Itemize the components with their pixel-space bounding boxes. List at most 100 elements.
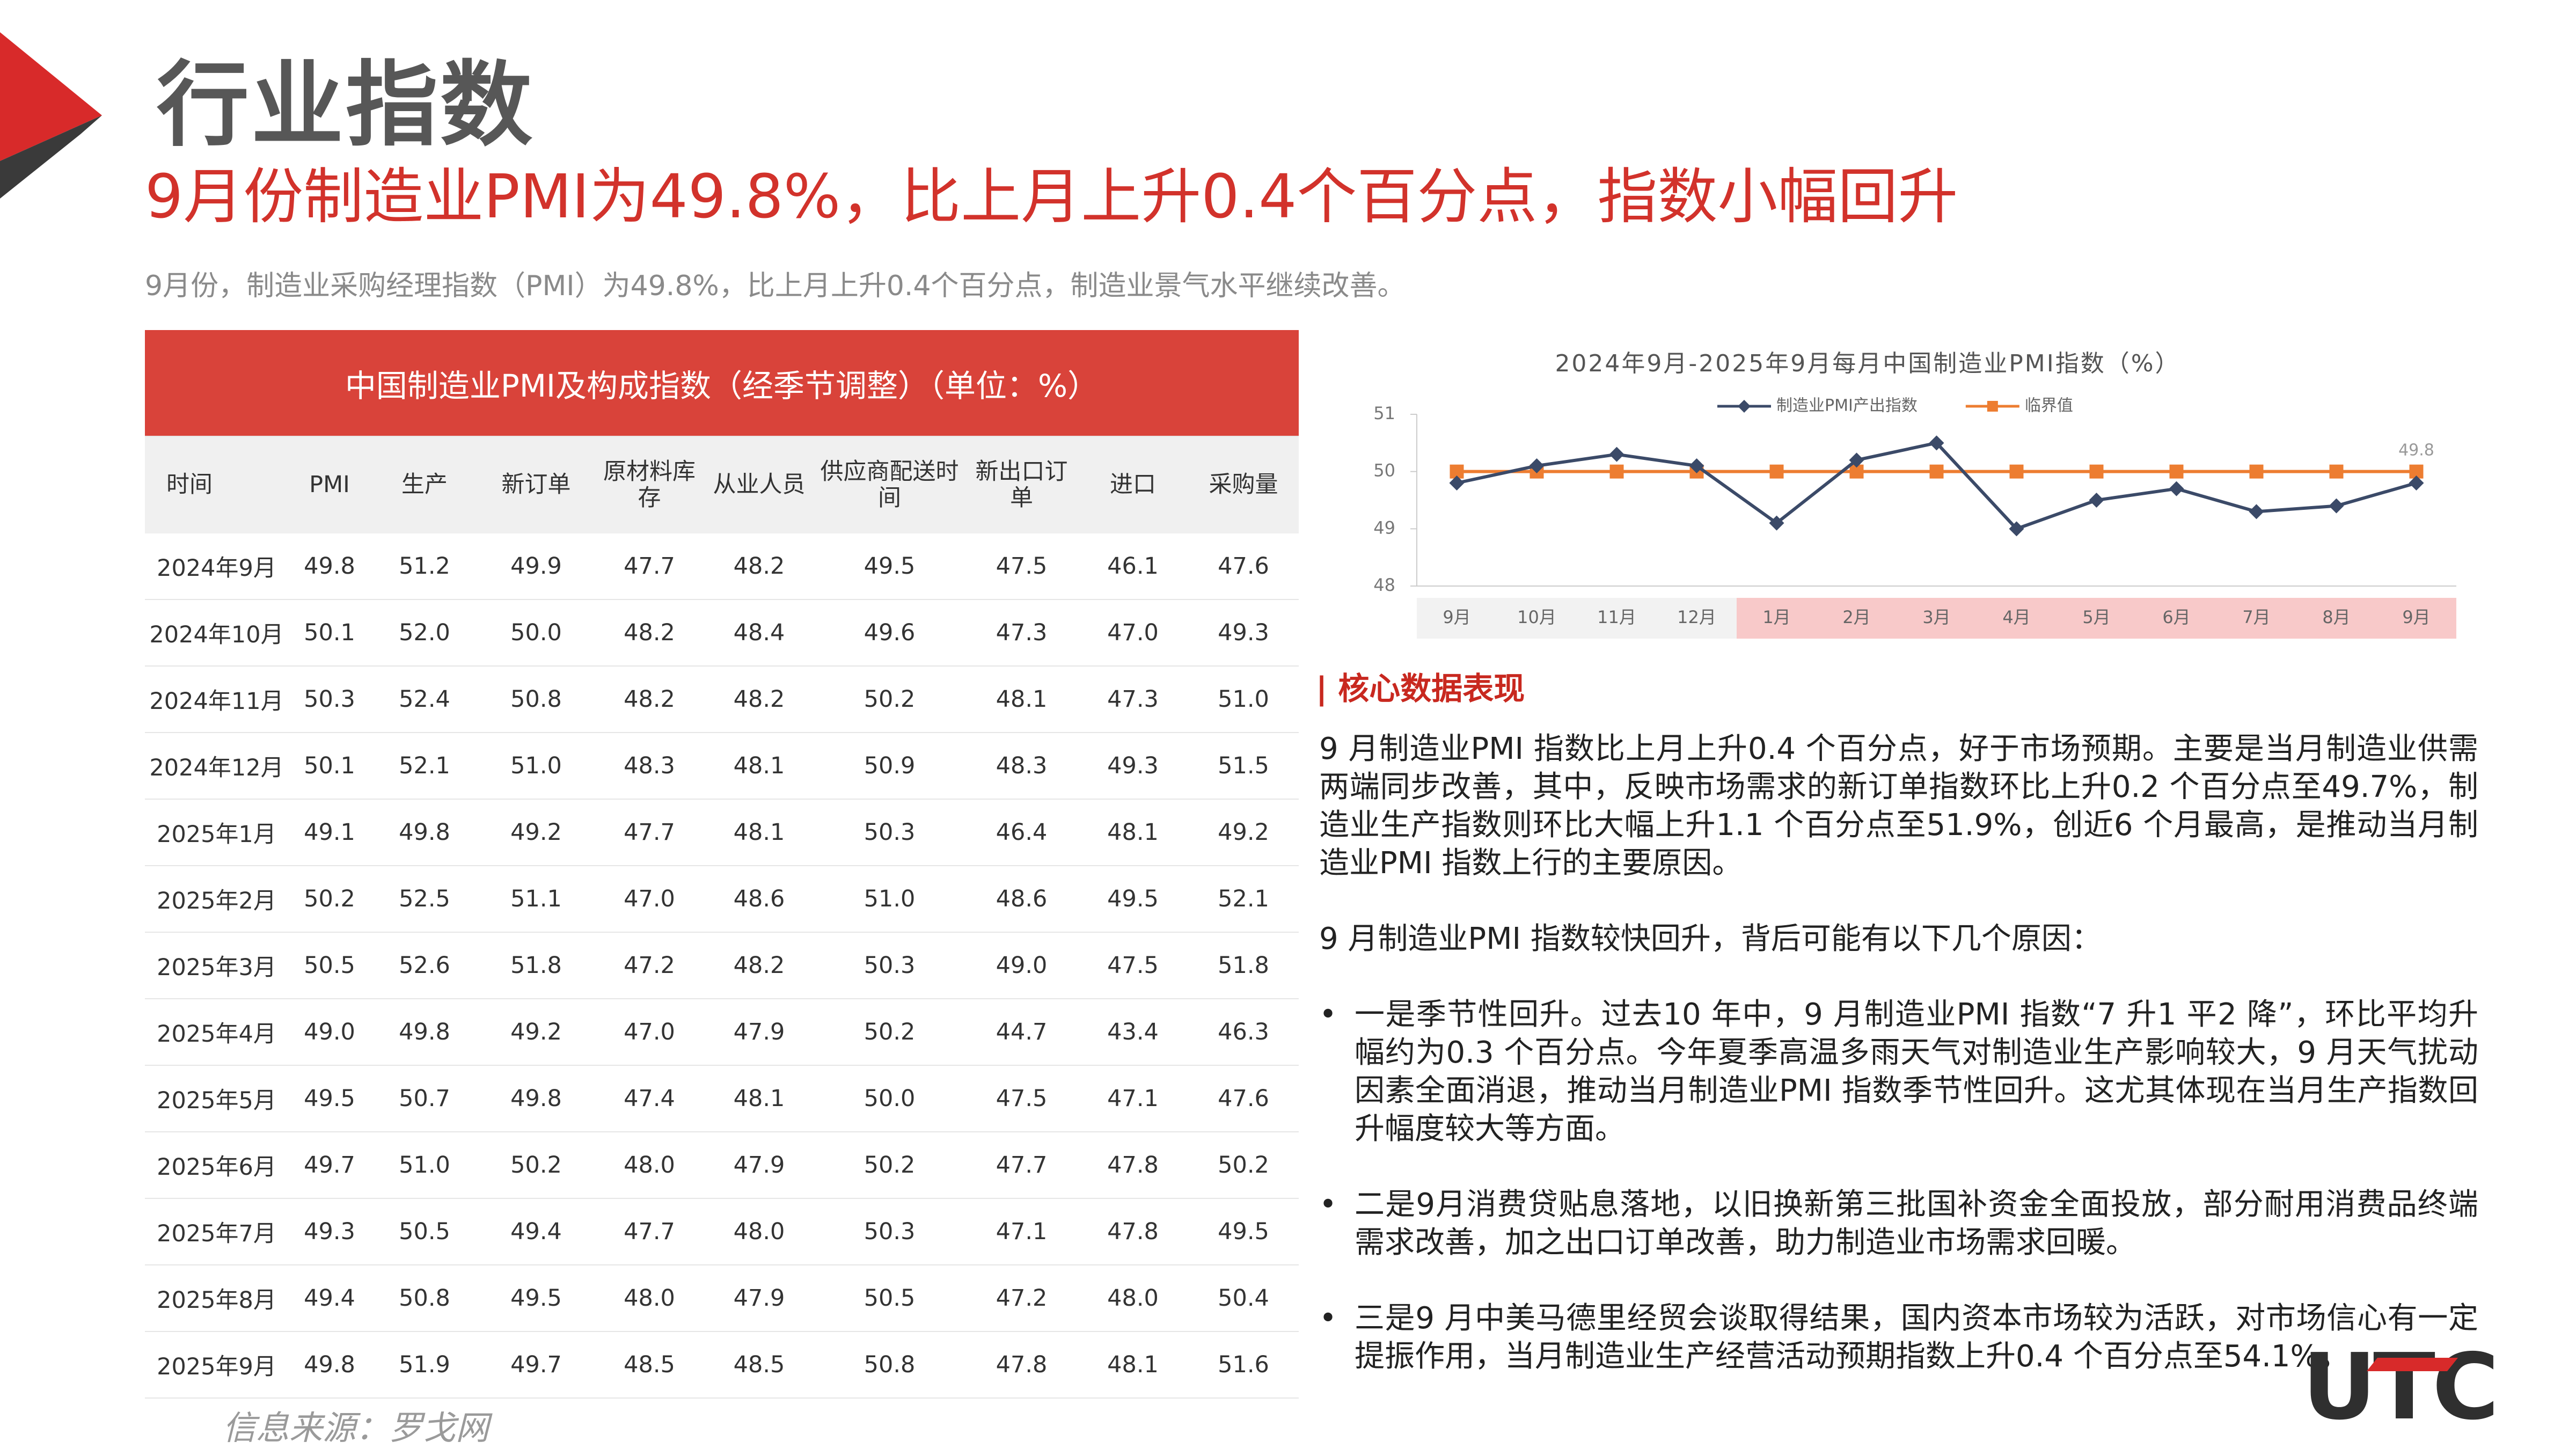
x-tick-label: 9月 (2402, 607, 2430, 627)
point (1769, 515, 1784, 531)
table-cell: 50.0 (478, 599, 594, 667)
table-row: 2025年3月 50.5 52.6 51.8 47.2 48.2 50.3 49.0 47.5 5… (145, 932, 1299, 999)
table-cell: 49.0 (965, 932, 1078, 999)
table-cell: 48.0 (594, 1132, 705, 1199)
table-cell: 47.2 (965, 1265, 1078, 1332)
table-cell: 50.5 (288, 932, 371, 999)
table-cell: 47.7 (965, 1132, 1078, 1199)
table-cell: 51.0 (814, 866, 965, 933)
table-cell: 48.3 (594, 733, 705, 800)
column-header: 采购量 (1188, 436, 1299, 533)
y-tick-label: 50 (1373, 460, 1395, 481)
table-cell: 48.1 (965, 666, 1078, 733)
table-cell: 49.8 (288, 533, 371, 600)
pmi-table: 中国制造业PMI及构成指数（经季节调整）（单位：%） 时间 PMI 生产 新订单 原材料… (145, 330, 1299, 1399)
table-cell: 50.9 (814, 733, 965, 800)
bullet: 三是9 月中美马德里经贸会谈取得结果，国内资本市场较为活跃，对市场信心有一定提振… (1319, 1299, 2478, 1375)
table-cell: 48.0 (705, 1198, 814, 1265)
table-cell: 48.1 (705, 1065, 814, 1132)
y-tick-label: 48 (1373, 575, 1395, 595)
category-band-highlight (1737, 598, 2456, 639)
table-cell: 2025年3月 (145, 932, 288, 999)
point (2089, 493, 2104, 508)
table-row: 2025年8月 49.4 50.8 49.5 48.0 47.9 50.5 47.2 48.0 5… (145, 1265, 1299, 1332)
table-cell: 47.6 (1188, 533, 1299, 600)
table-cell: 50.2 (1188, 1132, 1299, 1199)
table-cell: 2025年2月 (145, 866, 288, 933)
point (2089, 464, 2104, 479)
bullet-list: 一是季节性回升。过去10 年中，9 月制造业PMI 指数“7 升1 平2 降”，… (1319, 996, 2478, 1375)
table-cell: 49.5 (814, 533, 965, 600)
table-title: 中国制造业PMI及构成指数（经季节调整）（单位：%） (145, 330, 1299, 437)
point (2169, 481, 2184, 496)
table-cell: 2025年7月 (145, 1198, 288, 1265)
point (2329, 464, 2344, 479)
chart-title: 2024年9月-2025年9月每月中国制造业PMI指数（%） (1555, 350, 2180, 377)
point (1849, 452, 1864, 468)
table-cell: 48.5 (705, 1331, 814, 1399)
series-line (1456, 441, 2417, 531)
table-cell: 49.4 (478, 1198, 594, 1265)
table-cell: 49.2 (478, 799, 594, 866)
point (2329, 498, 2344, 514)
table-cell: 49.2 (1188, 799, 1299, 866)
table-cell: 47.0 (1078, 599, 1188, 667)
table-cell: 47.9 (705, 1132, 814, 1199)
table-cell: 49.8 (288, 1331, 371, 1399)
table-cell: 50.3 (288, 666, 371, 733)
point (2009, 464, 2024, 479)
x-tick-label: 2月 (1842, 607, 1870, 627)
table-cell: 50.8 (478, 666, 594, 733)
table-cell: 47.5 (965, 1065, 1078, 1132)
table-cell: 51.8 (478, 932, 594, 999)
legend-label: 临界值 (2025, 397, 2073, 415)
section-body: 9 月制造业PMI 指数比上月上升0.4 个百分点，好于市场预期。主要是当月制造… (1319, 730, 2478, 1413)
x-tick-label: 4月 (2002, 607, 2030, 627)
column-header: 从业人员 (705, 436, 814, 533)
point (1529, 458, 1545, 473)
point (1689, 458, 1704, 473)
table-cell: 51.9 (371, 1331, 478, 1399)
table-cell: 48.5 (594, 1331, 705, 1399)
data-label: 49.8 (2398, 441, 2434, 460)
point (2169, 464, 2184, 479)
table-cell: 48.1 (1078, 1331, 1188, 1399)
point (1609, 464, 1624, 479)
table-cell: 48.2 (594, 666, 705, 733)
table-cell: 49.5 (1188, 1198, 1299, 1265)
table-cell: 49.5 (1078, 866, 1188, 933)
table-cell: 49.9 (478, 533, 594, 600)
table-cell: 48.2 (705, 533, 814, 600)
logo-accent (2367, 1358, 2458, 1371)
table-cell: 49.8 (478, 1065, 594, 1132)
table-cell: 49.5 (478, 1265, 594, 1332)
table-cell: 2025年4月 (145, 999, 288, 1066)
table-row: 2024年11月 50.3 52.4 50.8 48.2 48.2 50.2 48.1 47.3… (145, 666, 1299, 733)
headline: 9月份制造业PMI为49.8%，比上月上升0.4个百分点，指数小幅回升 (145, 162, 1958, 232)
point (1609, 447, 1624, 462)
table-row: 2025年7月 49.3 50.5 49.4 47.7 48.0 50.3 47.1 47.8 4… (145, 1198, 1299, 1265)
table-cell: 51.6 (1188, 1331, 1299, 1399)
table-cell: 50.1 (288, 599, 371, 667)
table-cell: 47.9 (705, 999, 814, 1066)
y-tick-label: 51 (1373, 403, 1395, 423)
corner-mark (0, 32, 102, 199)
source: 信息来源：罗戈网 (223, 1408, 489, 1447)
table-cell: 47.7 (594, 799, 705, 866)
table-cell: 48.4 (705, 599, 814, 667)
table-cell: 47.2 (594, 932, 705, 999)
point (1769, 464, 1784, 479)
table-row: 2025年4月 49.0 49.8 49.2 47.0 47.9 50.2 44.7 43.4 4… (145, 999, 1299, 1066)
table-cell: 49.7 (478, 1331, 594, 1399)
table-cell: 47.6 (1188, 1065, 1299, 1132)
page-title: 行业指数 (157, 51, 535, 159)
bullet: 一是季节性回升。过去10 年中，9 月制造业PMI 指数“7 升1 平2 降”，… (1319, 996, 2478, 1148)
table-cell: 48.3 (965, 733, 1078, 800)
table-row: 2024年10月 50.1 52.0 50.0 48.2 48.4 49.6 47.3 47.0… (145, 599, 1299, 667)
point (1929, 435, 1944, 451)
point (2409, 475, 2424, 491)
legend-marker (1987, 401, 1998, 412)
table-cell: 50.7 (371, 1065, 478, 1132)
table-cell: 48.2 (594, 599, 705, 667)
table-cell: 49.4 (288, 1265, 371, 1332)
